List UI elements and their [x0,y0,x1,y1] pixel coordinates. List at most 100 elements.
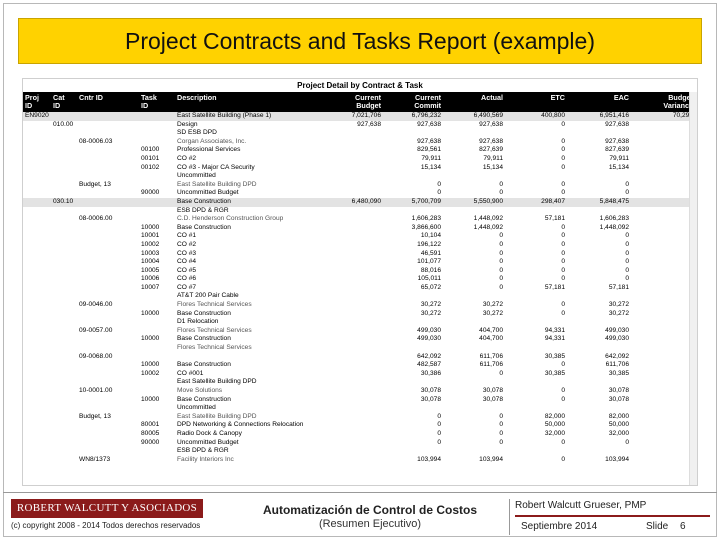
table-row: 10007 CO #7 65,072 0 57,181 57,181 [23,284,697,293]
cell-task: 90000 [141,189,160,197]
cell-cc: 5,700,709 [411,197,441,205]
cell-desc: CO #3 - Major CA Security [177,163,255,171]
cell-task: 10000 [141,335,160,343]
cell-desc: Design [177,120,198,128]
cell-act: 30,078 [482,387,503,394]
vertical-scrollbar[interactable] [689,92,697,485]
cell-desc: Flores Technical Services [177,344,252,352]
cell-eac: 0 [625,266,629,274]
table-row: 10002 CO #001 30,386 0 30,385 30,385 [23,370,697,379]
cell-act: 0 [499,232,503,240]
header-act-line2: Actual [481,93,503,102]
cell-etc: 0 [561,146,565,154]
table-row: 08-0006.00 C.D. Henderson Construction Gr… [23,215,697,224]
cell-eac: 1,606,283 [599,215,629,223]
cell-eac: 0 [625,180,629,188]
cell-cc: 0 [437,421,441,429]
cell-cc: 103,994 [417,455,441,463]
cell-cc: 65,072 [420,283,441,291]
cell-cb: 927,638 [357,120,381,128]
cell-etc: 0 [561,395,565,403]
cell-cb: 6,480,090 [351,197,381,205]
table-row: 10000 Base Construction 482,587 611,706 0 611… [23,361,697,370]
table-row: 10001 CO #1 10,104 0 0 0 [23,232,697,241]
table-row: 00101 CO #2 79,911 79,911 0 79,911 [23,155,697,164]
cell-act: 611,706 [479,361,503,369]
header-cc-line1: Current [415,93,441,102]
cell-cc: 927,638 [417,120,441,128]
company-logo: ROBERT WALCUTT Y ASOCIADOS [11,499,203,518]
cell-eac: 0 [625,249,629,257]
cell-desc: CO #7 [177,283,197,291]
cell-etc: 0 [561,455,565,463]
cell-act: 927,638 [479,120,503,128]
cell-cat: 010.00 [53,120,74,128]
slide-title: Project Contracts and Tasks Report (exam… [125,27,595,54]
cell-act: 0 [499,412,503,420]
cell-etc: 94,331 [544,326,565,334]
cell-task: 00101 [141,154,160,162]
cell-eac: 32,000 [608,429,629,437]
cell-desc: D1 Relocation [177,318,219,326]
cell-act: 1,448,092 [473,223,503,231]
title-bar: Project Contracts and Tasks Report (exam… [18,18,702,64]
cell-act: 103,994 [479,455,503,463]
cell-cc: 3,866,600 [411,223,441,231]
cell-task: 10007 [141,283,160,291]
cell-eac: 15,134 [608,163,629,171]
cell-etc: 0 [561,249,565,257]
cell-etc: 298,407 [541,197,565,205]
slide-label: Slide [646,521,669,532]
presentation-title: Automatización de Control de Costos [262,503,477,517]
cell-etc: 0 [561,180,565,188]
cell-task: 80005 [141,429,160,437]
table-row: 10004 CO #4 101,077 0 0 0 [23,258,697,267]
cell-desc: CO #001 [177,369,204,377]
header-proj-line1: Proj [25,93,39,102]
cell-act: 0 [499,180,503,188]
cell-desc: CO #1 [177,232,197,240]
header-cb: Current Budget [329,94,381,110]
cell-cc: 499,030 [417,326,441,334]
cell-act: 0 [499,429,503,437]
table-row: 10002 CO #2 196,122 0 0 0 [23,241,697,250]
cell-desc: DPD Networking & Connections Relocation [177,421,304,429]
cell-cc: 829,561 [417,146,441,154]
header-bv-line2: Variance [663,101,693,110]
cell-cc: 0 [437,438,441,446]
cell-desc: SD ESB DPD [177,129,217,137]
cell-eac: 30,272 [608,301,629,309]
cell-desc: Base Construction [177,223,231,231]
cell-cc: 10,104 [420,232,441,240]
table-row: 00100 Professional Services 829,561 827,639… [23,146,697,155]
cell-cc: 499,030 [417,335,441,343]
cell-etc: 0 [561,387,565,394]
cell-etc: 30,385 [544,369,565,377]
cell-eac: 499,030 [605,326,629,334]
cell-desc: CO #4 [177,258,197,266]
cell-etc: 0 [561,438,565,446]
cell-task: 10000 [141,223,160,231]
table-row: 10000 Base Construction 30,078 30,078 0 30,07… [23,396,697,405]
cell-cc: 105,011 [417,275,441,283]
header-desc-line2: Description [177,93,217,102]
cell-cntr: 09-0068.00 [79,352,113,360]
cell-cc: 30,078 [420,395,441,403]
header-act: Actual [447,94,503,102]
table-row: Flores Technical Services [23,344,697,353]
cell-act: 30,272 [482,301,503,309]
cell-task: 00102 [141,163,160,171]
cell-desc: Base Construction [177,197,231,205]
cell-task: 00100 [141,146,160,154]
footer: ROBERT WALCUTT Y ASOCIADOS (c) copyright… [3,492,717,537]
table-row: SD ESB DPD [23,129,697,138]
report-rows: EN9020 East Satellite Building (Phase 1) 7… [23,112,697,464]
cell-desc: CO #2 [177,154,197,162]
report-title: Project Detail by Contract & Task [297,81,423,90]
header-bv: Budget Variance [633,94,693,110]
cell-desc: Flores Technical Services [177,326,252,334]
cell-desc: CO #2 [177,240,197,248]
cell-etc: 0 [561,240,565,248]
header-proj-line2: ID [25,101,33,110]
cell-eac: 499,030 [605,335,629,343]
